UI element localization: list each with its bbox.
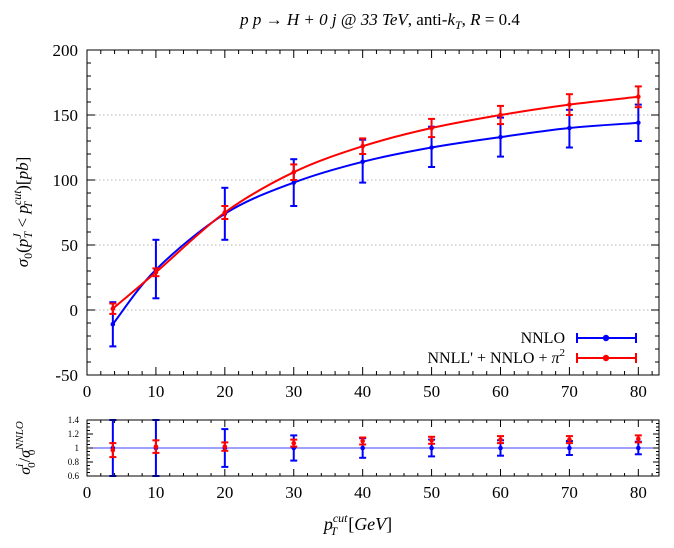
ratio-x-tick-label: 0	[83, 483, 92, 502]
ratio-data-point	[636, 436, 641, 442]
y-tick-label: -50	[55, 366, 78, 385]
x-tick-label: 60	[492, 382, 509, 401]
data-point	[360, 143, 365, 149]
ratio-data-point	[429, 438, 434, 443]
legend-label-nnlo: NNLO	[521, 330, 565, 347]
legend-label-resummed: NNLL' + NNLO + π2	[427, 347, 565, 367]
ratio-y-tick-label: 0.6	[68, 471, 80, 481]
y-tick-label: 150	[53, 106, 79, 125]
x-tick-label: 20	[216, 382, 233, 401]
x-tick-label: 30	[285, 382, 302, 401]
main-grid	[87, 114, 659, 311]
chart-title: p p → H + 0 j @ 33 TeV, anti-kT, R = 0.4	[239, 10, 520, 32]
series-resummed	[109, 85, 642, 315]
data-point	[636, 120, 641, 126]
ratio-data-point	[360, 438, 365, 444]
ratio-y-tick-label: 1.4	[68, 415, 80, 425]
x-tick-label: 70	[561, 382, 578, 401]
y-tick-label: 0	[70, 301, 79, 320]
ratio-x-tick-label: 30	[285, 483, 302, 502]
data-point	[291, 180, 297, 185]
y-tick-label: 50	[61, 236, 78, 255]
ratio-y-tick-label: 1.2	[68, 429, 79, 439]
x-tick-label: 80	[630, 382, 647, 401]
ratio-y-tick-label: 1	[75, 443, 80, 453]
main-y-axis-label: σ0(pJT < pcutT)[pb]	[10, 157, 35, 268]
x-tick-label: 50	[423, 382, 440, 401]
ratio-x-tick-label: 80	[630, 483, 647, 502]
ratio-x-tick-label: 70	[561, 483, 578, 502]
x-tick-label: 0	[83, 382, 92, 401]
x-tick-label: 40	[354, 382, 371, 401]
ratio-x-tick-label: 10	[147, 483, 164, 502]
series-nnlo	[109, 103, 642, 348]
ratio-data-point	[291, 440, 297, 446]
data-point	[636, 94, 641, 100]
ratio-data-point	[567, 445, 572, 451]
ratio-plot-frame	[86, 419, 660, 477]
data-point	[291, 169, 297, 175]
data-point	[567, 102, 572, 107]
data-point	[567, 125, 572, 131]
x-tick-label: 10	[147, 382, 164, 401]
legend-swatch-nnlo	[576, 333, 637, 343]
main-series	[109, 85, 642, 348]
ratio-data-point	[498, 437, 503, 442]
ratio-data-point	[153, 444, 159, 449]
data-point	[498, 112, 503, 118]
x-axis-label: pcut T [GeV]	[322, 511, 392, 538]
ratio-data-point	[360, 445, 365, 451]
ratio-data-point	[567, 437, 572, 442]
ratio-data-point	[498, 445, 503, 451]
ratio-x-tick-label: 20	[216, 483, 233, 502]
data-point	[429, 125, 434, 131]
y-tick-label: 100	[53, 171, 79, 190]
main-plot-frame	[86, 49, 660, 376]
ratio-y-tick-label: 0.8	[68, 457, 80, 467]
data-point	[153, 270, 159, 275]
ratio-series	[109, 419, 642, 477]
data-point	[222, 210, 228, 215]
ratio-series-resummed	[109, 434, 642, 459]
ratio-data-point	[429, 445, 434, 451]
ratio-y-axis-label: σi0/σNNLO0	[14, 421, 38, 475]
legend-swatch-resummed	[576, 353, 637, 363]
ratio-x-tick-label: 60	[492, 483, 509, 502]
data-point	[360, 159, 365, 165]
series-line	[112, 121, 639, 325]
data-point	[498, 134, 503, 140]
main-ticks: -50 0 50 100 150 200 0 10 20 30 40 50 60 70 80	[53, 41, 659, 401]
legend: NNLO NNLL' + NNLO + π2	[427, 330, 637, 367]
data-point	[429, 145, 434, 150]
ratio-x-tick-label: 40	[354, 483, 371, 502]
ratio-x-tick-label: 50	[423, 483, 440, 502]
data-point	[110, 322, 116, 327]
ratio-data-point	[110, 447, 116, 453]
y-tick-label: 200	[53, 41, 79, 60]
data-point	[110, 306, 116, 312]
ratio-data-point	[636, 445, 641, 451]
ratio-data-point	[222, 444, 228, 449]
